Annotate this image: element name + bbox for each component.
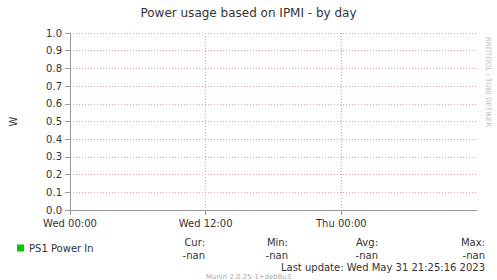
svg-text:W: W (8, 116, 19, 126)
svg-text:Avg:: Avg: (356, 237, 378, 248)
svg-text:Min:: Min: (267, 237, 288, 248)
svg-text:0.6: 0.6 (46, 98, 62, 109)
svg-text:0.5: 0.5 (46, 116, 62, 127)
svg-text:Max:: Max: (461, 237, 485, 248)
svg-text:RRDTOOL / TOBI OETIKER: RRDTOOL / TOBI OETIKER (484, 37, 492, 127)
svg-text:0.8: 0.8 (46, 63, 62, 74)
svg-text:Power usage based on IPMI - by: Power usage based on IPMI - by day (140, 6, 356, 20)
svg-text:0.3: 0.3 (46, 151, 62, 162)
svg-text:Thu 00:00: Thu 00:00 (315, 218, 367, 229)
svg-text:PS1 Power In: PS1 Power In (29, 243, 94, 254)
svg-text:-nan: -nan (356, 250, 378, 261)
svg-text:-nan: -nan (266, 250, 288, 261)
svg-text:-nan: -nan (183, 250, 205, 261)
svg-text:0.9: 0.9 (46, 45, 62, 56)
svg-text:Cur:: Cur: (184, 237, 205, 248)
svg-text:0.0: 0.0 (46, 205, 62, 216)
svg-text:Last update: Wed May 31 21:25:: Last update: Wed May 31 21:25:16 2023 (281, 262, 485, 273)
svg-text:1.0: 1.0 (46, 28, 62, 39)
svg-text:Munin 2.0.25-1+deb8u3: Munin 2.0.25-1+deb8u3 (206, 273, 291, 280)
svg-text:Wed 00:00: Wed 00:00 (43, 218, 97, 229)
svg-text:0.4: 0.4 (46, 134, 62, 145)
svg-text:0.2: 0.2 (46, 169, 62, 180)
svg-text:0.7: 0.7 (46, 81, 62, 92)
svg-text:-nan: -nan (463, 250, 485, 261)
svg-text:0.1: 0.1 (46, 187, 62, 198)
svg-text:Wed 12:00: Wed 12:00 (179, 218, 233, 229)
